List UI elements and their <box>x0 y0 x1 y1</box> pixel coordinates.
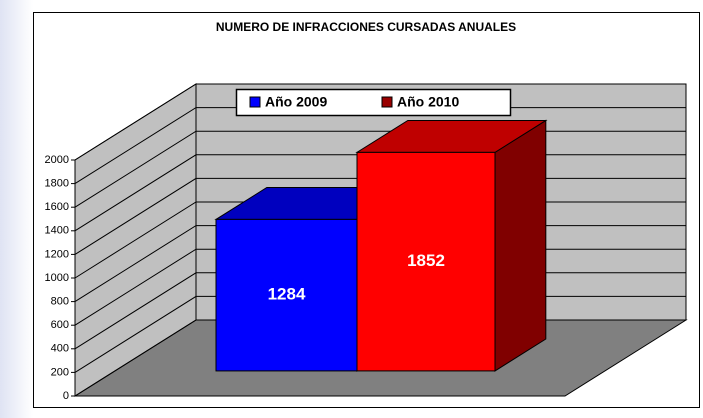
y-tick-label: 1800 <box>45 178 69 190</box>
y-tick-label: 200 <box>51 366 69 378</box>
grid-line <box>74 107 686 185</box>
y-tick-label: 600 <box>51 319 69 331</box>
y-tick-label: 1000 <box>45 272 69 284</box>
legend-swatch <box>249 96 261 108</box>
grid-line <box>74 83 686 161</box>
legend-swatch <box>381 96 393 108</box>
bar-front <box>215 218 358 372</box>
bar <box>355 119 548 372</box>
y-tick-label: 2000 <box>45 154 69 166</box>
bar-side <box>494 119 547 372</box>
legend-label: Año 2010 <box>397 94 459 110</box>
background-strip <box>0 0 33 418</box>
y-tick-label: 1400 <box>45 225 69 237</box>
legend-label: Año 2009 <box>265 94 327 110</box>
y-tick-label: 0 <box>63 390 69 402</box>
y-tick-label: 1200 <box>45 248 69 260</box>
data-label: 1852 <box>407 251 445 270</box>
y-tick-label: 1600 <box>45 201 69 213</box>
data-label: 1284 <box>268 285 306 304</box>
y-tick-label: 800 <box>51 296 69 308</box>
chart-title: NUMERO DE INFRACCIONES CURSADAS ANUALES <box>216 20 516 34</box>
bar-front <box>356 151 496 372</box>
y-tick-label: 400 <box>51 343 69 355</box>
legend-box <box>235 88 512 117</box>
